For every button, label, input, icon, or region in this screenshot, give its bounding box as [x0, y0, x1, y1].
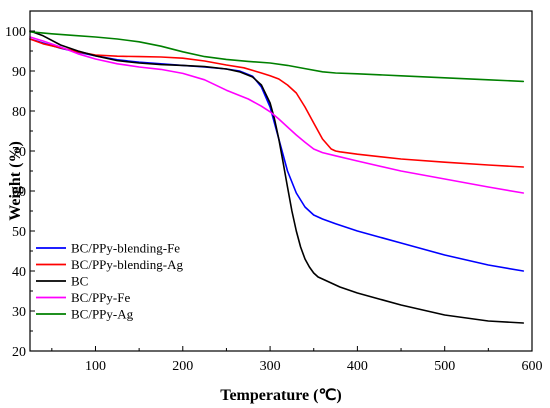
y-tick-label: 20: [12, 345, 26, 360]
legend-label: BC/PPy-blending-Ag: [71, 257, 183, 272]
axis-ticks: 100 200 300 400 500 600 20 30 40 50 60 70 80 90 100: [5, 25, 543, 374]
y-tick-label: 50: [12, 225, 26, 240]
x-tick-label: 200: [172, 359, 193, 374]
series-line-2: [29, 38, 525, 168]
y-tick-label: 80: [12, 105, 26, 120]
series-line-1: [29, 38, 525, 272]
legend-label: BC/PPy-blending-Fe: [71, 241, 180, 256]
x-tick-label: 100: [85, 359, 106, 374]
legend: BC/PPy-blending-FeBC/PPy-blending-AgBCBC…: [36, 241, 183, 322]
y-tick-label: 40: [12, 265, 26, 280]
legend-label: BC: [71, 274, 88, 289]
x-tick-label: 500: [434, 359, 455, 374]
y-tick-label: 60: [12, 185, 26, 200]
y-tick-label: 70: [12, 145, 26, 160]
plot-frame: [29, 10, 533, 352]
legend-label: BC/PPy-Ag: [71, 307, 134, 322]
plot-marks: [29, 30, 525, 324]
y-tick-label: 30: [12, 305, 26, 320]
x-tick-label: 300: [260, 359, 281, 374]
y-tick-label: 90: [12, 65, 26, 80]
y-axis-title: Weight (%): [7, 141, 24, 221]
series-line-4: [29, 36, 525, 194]
series-line-5: [29, 30, 525, 83]
x-tick-label: 600: [522, 359, 543, 374]
series-line-3: [29, 30, 525, 324]
x-axis-title: Temperature (℃): [220, 387, 342, 404]
y-tick-label: 100: [5, 25, 26, 40]
legend-label: BC/PPy-Fe: [71, 290, 130, 305]
x-tick-label: 400: [347, 359, 368, 374]
